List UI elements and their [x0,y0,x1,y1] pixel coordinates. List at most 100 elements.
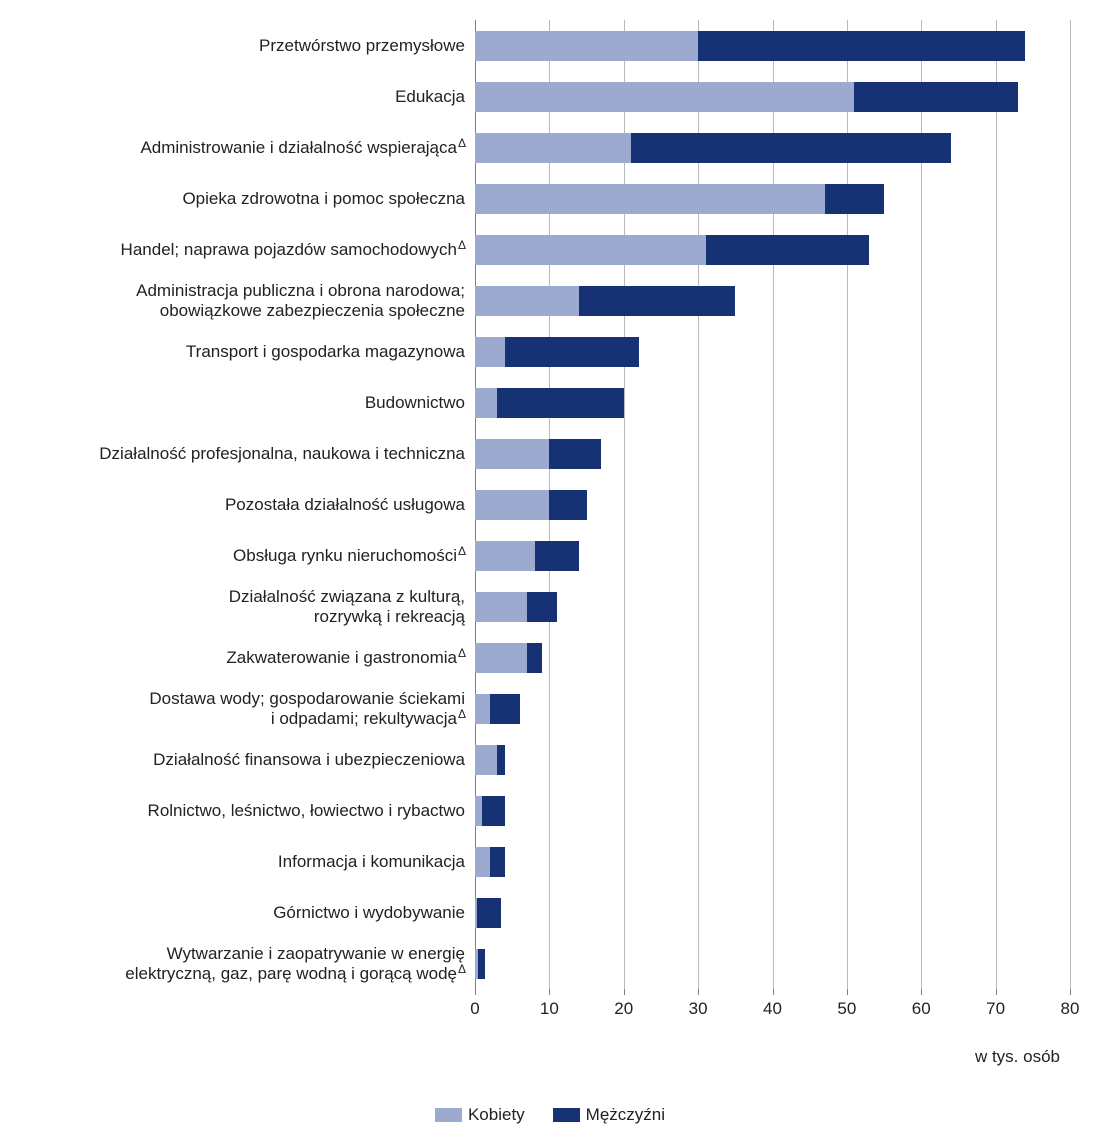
bar-segment-series1 [475,796,482,826]
x-tick-label: 0 [470,999,479,1019]
category-label-text: Działalność finansowa i ubezpieczeniowa [153,750,465,769]
category-label-text: Działalność profesjonalna, naukowa i tec… [99,444,465,463]
bar-segment-series1 [475,694,490,724]
category-label-text: Obsługa rynku nieruchomości [233,546,457,565]
bar-segment-series2 [527,643,542,673]
x-tick-mark [624,989,625,995]
bar-segment-series1 [475,847,490,877]
x-tick-label: 10 [540,999,559,1019]
superscript-marker: Δ [458,962,466,976]
category-label-text: Budownictwo [365,393,465,412]
bar-segment-series2 [477,898,501,928]
superscript-marker: Δ [458,646,466,660]
legend-swatch-series2 [553,1108,580,1122]
bar-row: Górnictwo i wydobywanie [30,887,1070,938]
legend-item-series2: Mężczyźni [553,1105,665,1125]
bar-segment-series2 [825,184,885,214]
bar-row: Administracja publiczna i obrona narodow… [30,275,1070,326]
category-label-text: Handel; naprawa pojazdów samochodowych [121,240,457,259]
x-tick-label: 40 [763,999,782,1019]
bar-plot-cell [475,428,1070,479]
category-label-text: Pozostała działalność usługowa [225,495,465,514]
legend-swatch-series1 [435,1108,462,1122]
bar-plot-cell [475,224,1070,275]
bar-segment-series1 [475,388,497,418]
x-tick-mark [475,989,476,995]
category-label-text: Górnictwo i wydobywanie [273,903,465,922]
x-tick-mark [921,989,922,995]
superscript-marker: Δ [458,544,466,558]
bar-row: Obsługa rynku nieruchomościΔ [30,530,1070,581]
x-tick-mark [847,989,848,995]
x-axis-title: w tys. osób [975,1047,1060,1067]
category-label-text: Opieka zdrowotna i pomoc społeczna [182,189,465,208]
category-label-text: Informacja i komunikacja [278,852,465,871]
bar-segment-series2 [535,541,580,571]
bar-segment-series1 [475,337,505,367]
superscript-marker: Δ [458,707,466,721]
bar-segment-series2 [478,949,485,979]
bar-row: Handel; naprawa pojazdów samochodowychΔ [30,224,1070,275]
bar-row: Rolnictwo, leśnictwo, łowiectwo i rybact… [30,785,1070,836]
category-label-text: Przetwórstwo przemysłowe [259,36,465,55]
gridline [1070,20,1071,989]
x-tick-label: 60 [912,999,931,1019]
bar-row: Budownictwo [30,377,1070,428]
legend: Kobiety Mężczyźni [30,1105,1070,1125]
bar-plot-cell [475,275,1070,326]
x-ticks: 01020304050607080 [475,989,1070,1009]
category-label-text: Administrowanie i działalność wspierając… [140,138,457,157]
stacked-bar-chart: Przetwórstwo przemysłowe Edukacja Administ… [30,20,1070,1125]
bar-plot-cell [475,479,1070,530]
bar-segment-series1 [475,31,698,61]
category-label-text: Edukacja [395,87,465,106]
bar-row: Opieka zdrowotna i pomoc społeczna [30,173,1070,224]
category-label: Administrowanie i działalność wspierając… [30,138,475,158]
category-label-text: Zakwaterowanie i gastronomia [226,648,457,667]
bar-segment-series2 [549,490,586,520]
bar-plot-cell [475,530,1070,581]
category-label: Wytwarzanie i zaopatrywanie w energię el… [30,944,475,983]
category-label: Administracja publiczna i obrona narodow… [30,281,475,320]
x-tick-label: 30 [689,999,708,1019]
x-tick-label: 80 [1061,999,1080,1019]
bar-segment-series1 [475,133,631,163]
category-label: Górnictwo i wydobywanie [30,903,475,923]
category-label: Działalność finansowa i ubezpieczeniowa [30,750,475,770]
bar-row: Dostawa wody; gospodarowanie ściekami i … [30,683,1070,734]
x-tick-label: 50 [837,999,856,1019]
category-label: Informacja i komunikacja [30,852,475,872]
category-label: Opieka zdrowotna i pomoc społeczna [30,189,475,209]
superscript-marker: Δ [458,238,466,252]
bar-row: Zakwaterowanie i gastronomiaΔ [30,632,1070,683]
bar-segment-series1 [475,643,527,673]
bars-container: Przetwórstwo przemysłowe Edukacja Administ… [30,20,1070,989]
x-tick-mark [698,989,699,995]
category-label: Pozostała działalność usługowa [30,495,475,515]
x-tick-label: 20 [614,999,633,1019]
category-label-text: Dostawa wody; gospodarowanie ściekami i … [149,689,465,728]
legend-label-series2: Mężczyźni [586,1105,665,1125]
x-tick-label: 70 [986,999,1005,1019]
bar-plot-cell [475,326,1070,377]
category-label-text: Wytwarzanie i zaopatrywanie w energię el… [125,944,465,983]
bar-row: Administrowanie i działalność wspierając… [30,122,1070,173]
bar-plot-cell [475,71,1070,122]
bar-segment-series2 [579,286,735,316]
category-label: Dostawa wody; gospodarowanie ściekami i … [30,689,475,728]
bar-plot-cell [475,887,1070,938]
bar-row: Wytwarzanie i zaopatrywanie w energię el… [30,938,1070,989]
category-label: Przetwórstwo przemysłowe [30,36,475,56]
x-tick-mark [996,989,997,995]
category-label: Zakwaterowanie i gastronomiaΔ [30,648,475,668]
bar-segment-series2 [490,694,520,724]
category-label: Rolnictwo, leśnictwo, łowiectwo i rybact… [30,801,475,821]
bar-segment-series1 [475,439,549,469]
legend-item-series1: Kobiety [435,1105,525,1125]
category-label: Działalność związana z kulturą, rozrywką… [30,587,475,626]
category-label-text: Rolnictwo, leśnictwo, łowiectwo i rybact… [148,801,465,820]
bar-plot-cell [475,683,1070,734]
category-label: Handel; naprawa pojazdów samochodowychΔ [30,240,475,260]
bar-plot-cell [475,734,1070,785]
bar-row: Działalność profesjonalna, naukowa i tec… [30,428,1070,479]
